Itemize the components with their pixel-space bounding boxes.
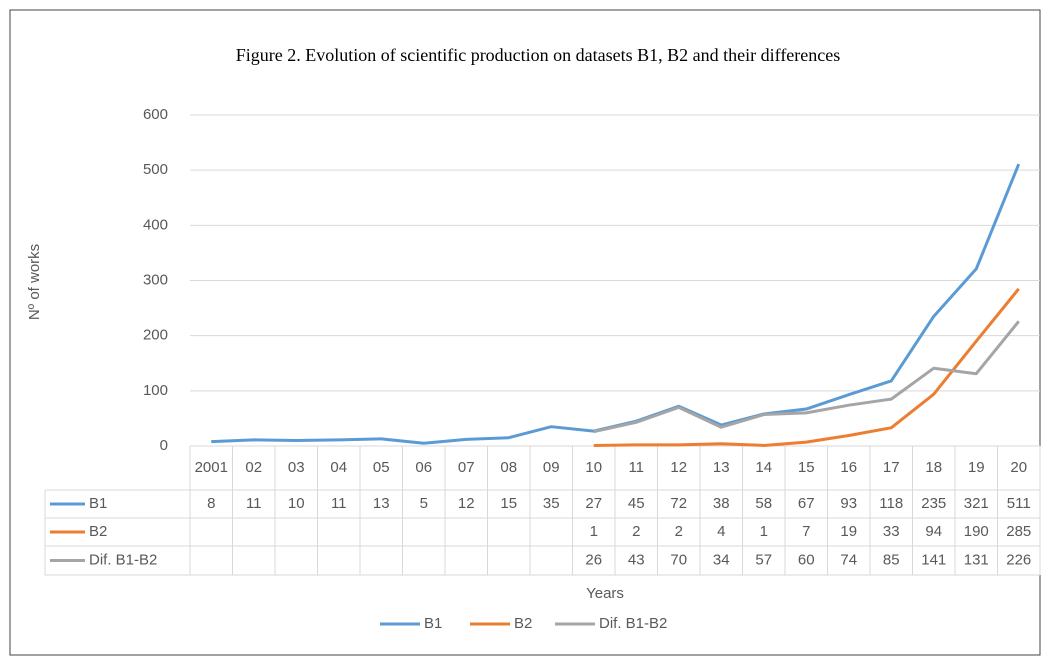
table-cell: 43	[628, 551, 645, 568]
table-cell: 12	[458, 495, 475, 512]
table-cell: 85	[883, 551, 900, 568]
x-tick-label: 20	[1010, 459, 1027, 476]
table-cell: 2	[675, 523, 683, 540]
table-cell: 72	[670, 495, 687, 512]
y-tick-label: 100	[143, 382, 168, 399]
frame	[9, 9, 1041, 656]
table-cell: 321	[964, 495, 989, 512]
y-axis-label: Nº of works	[26, 244, 43, 320]
table-cell: 26	[585, 551, 602, 568]
x-tick-label: 05	[373, 459, 390, 476]
legend-label: B2	[514, 615, 532, 632]
table-cell: 58	[755, 495, 772, 512]
table-cell: 235	[921, 495, 946, 512]
x-tick-label: 15	[798, 459, 815, 476]
chart-title: Figure 2. Evolution of scientific produc…	[236, 45, 841, 65]
y-tick-label: 400	[143, 216, 168, 233]
legend-label: Dif. B1-B2	[599, 615, 667, 632]
y-tick-label: 200	[143, 327, 168, 344]
table-cell: 1	[590, 523, 598, 540]
table-cell: 141	[921, 551, 946, 568]
table-cell: 8	[207, 495, 215, 512]
table-series-name: B2	[89, 523, 107, 540]
table-cell: 60	[798, 551, 815, 568]
table-cell: 35	[543, 495, 560, 512]
x-tick-label: 12	[670, 459, 687, 476]
table-cell: 226	[1006, 551, 1031, 568]
table-cell: 190	[964, 523, 989, 540]
table-cell: 118	[879, 495, 903, 512]
y-tick-label: 300	[143, 271, 168, 288]
series-line	[211, 163, 1021, 445]
table-series-name: Dif. B1-B2	[89, 551, 157, 568]
x-tick-label: 11	[628, 459, 644, 476]
table-cell: 11	[331, 495, 347, 512]
y-tick-label: 0	[160, 437, 168, 454]
x-tick-label: 03	[288, 459, 305, 476]
x-axis-label: Years	[586, 585, 624, 602]
table-cell: 5	[420, 495, 428, 512]
table-cell: 15	[500, 495, 517, 512]
table-cell: 74	[840, 551, 857, 568]
table-cell: 11	[246, 495, 262, 512]
x-tick-label: 19	[968, 459, 985, 476]
table-cell: 27	[585, 495, 602, 512]
x-tick-label: 14	[755, 459, 772, 476]
x-tick-label: 16	[840, 459, 857, 476]
y-tick-label: 600	[143, 106, 168, 123]
table-cell: 4	[717, 523, 725, 540]
table-cell: 57	[755, 551, 772, 568]
table-cell: 10	[288, 495, 305, 512]
table-cell: 94	[925, 523, 942, 540]
y-tick-label: 500	[143, 161, 168, 178]
x-tick-label: 08	[500, 459, 517, 476]
x-tick-label: 07	[458, 459, 475, 476]
x-tick-label: 04	[330, 459, 347, 476]
series-line	[593, 287, 1020, 447]
table-cell: 33	[883, 523, 900, 540]
table-cell: 13	[373, 495, 390, 512]
x-tick-label: 10	[585, 459, 602, 476]
table-cell: 511	[1007, 495, 1031, 512]
legend-label: B1	[424, 615, 442, 632]
table-cell: 70	[670, 551, 687, 568]
x-tick-label: 18	[925, 459, 942, 476]
table-cell: 7	[802, 523, 810, 540]
table-cell: 34	[713, 551, 730, 568]
table-cell: 131	[964, 551, 989, 568]
table-cell: 38	[713, 495, 730, 512]
table-cell: 19	[840, 523, 857, 540]
table-series-name: B1	[89, 495, 107, 512]
x-tick-label: 06	[415, 459, 432, 476]
series-line	[593, 320, 1020, 434]
table-cell: 45	[628, 495, 645, 512]
table-cell: 2	[632, 523, 640, 540]
x-tick-label: 2001	[195, 459, 228, 476]
table-cell: 93	[840, 495, 857, 512]
x-tick-label: 09	[543, 459, 560, 476]
table-cell: 67	[798, 495, 815, 512]
x-tick-label: 17	[883, 459, 900, 476]
table-cell: 285	[1006, 523, 1031, 540]
table-cell: 1	[760, 523, 768, 540]
x-tick-label: 13	[713, 459, 730, 476]
x-tick-label: 02	[245, 459, 262, 476]
